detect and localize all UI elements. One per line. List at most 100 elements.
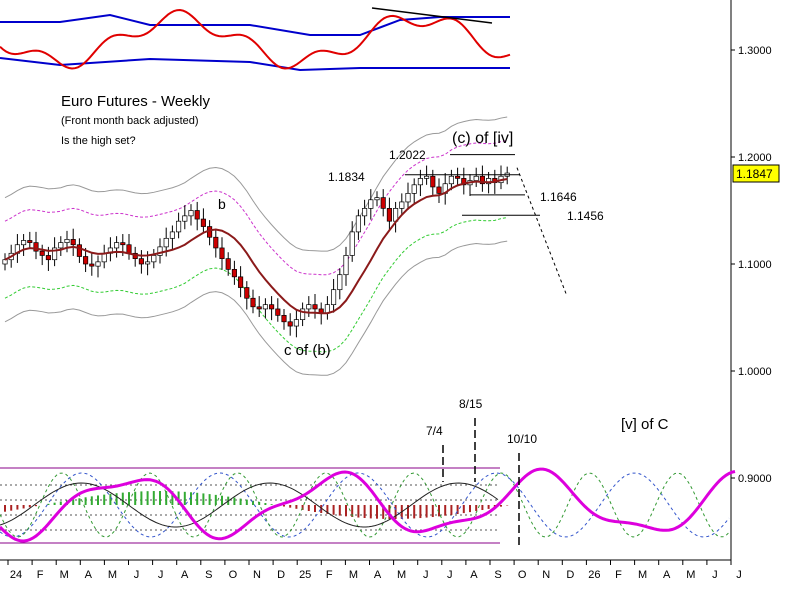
time-tick-label: A	[181, 569, 189, 581]
price-bands	[4, 116, 508, 376]
candle-body	[151, 255, 157, 263]
candle-body	[479, 175, 485, 185]
cycle-composite-line	[0, 467, 736, 543]
time-tick-label: 26	[588, 569, 600, 581]
candle-body	[368, 199, 374, 209]
time-tick-label: M	[349, 569, 358, 581]
candle-body	[219, 247, 225, 259]
time-tick-label: J	[712, 569, 718, 581]
price-level-lines: 1.2022 1.1834 1.1646 1.1456 b c of (b) (c) of …	[218, 130, 669, 433]
time-tick-label: J	[736, 569, 742, 581]
chart-subtitle: (Front month back adjusted)	[61, 115, 199, 127]
candle-body	[95, 261, 101, 267]
candle-body	[194, 210, 200, 220]
cycle-marker-label: 8/15	[459, 397, 483, 411]
time-axis-labels: 24 F M A M J J A S O N D 25 F M A M J J A S O N D 26 F M A M J J	[7, 560, 742, 581]
time-tick-label: M	[60, 569, 69, 581]
candle-body	[126, 244, 132, 254]
price-tick-label: 1.0000	[738, 366, 772, 378]
candle-body	[262, 304, 268, 310]
wave-label: [v] of C	[621, 416, 669, 433]
candle-body	[287, 321, 293, 327]
time-tick-label: S	[205, 569, 212, 581]
wave-label: b	[218, 196, 226, 212]
osc-lower-line	[0, 57, 510, 72]
candle-body	[424, 175, 430, 179]
ma-line	[4, 178, 508, 315]
candle-body	[138, 258, 144, 265]
candle-body	[89, 263, 95, 267]
time-tick-label: 24	[10, 569, 22, 581]
time-tick-label: D	[277, 569, 285, 581]
cycle-wave-blue	[0, 472, 730, 538]
time-tick-label: M	[686, 569, 695, 581]
projection-dashed-line	[516, 167, 568, 297]
candle-body	[486, 178, 492, 185]
moving-average-line	[4, 178, 508, 315]
candle-body	[306, 304, 312, 310]
cycle-marker-label: 7/4	[426, 424, 443, 438]
candle-body	[39, 250, 45, 256]
candle-body	[250, 297, 256, 308]
candle-body	[33, 242, 39, 252]
candle-body	[21, 240, 27, 246]
candle-body	[120, 242, 126, 246]
time-tick-label: O	[229, 569, 238, 581]
candle-body	[430, 175, 436, 188]
candle-body	[337, 274, 343, 291]
candle-body	[64, 239, 70, 243]
candle-body	[355, 215, 361, 233]
candle-body	[281, 315, 287, 323]
candle-body	[380, 197, 386, 209]
price-tick-label: 1.1000	[738, 259, 772, 271]
candle-body	[411, 184, 417, 194]
candle-body	[83, 256, 89, 265]
candle-body	[473, 175, 479, 181]
candle-body	[2, 259, 8, 265]
time-tick-label: J	[423, 569, 429, 581]
candle-body	[256, 306, 262, 310]
time-tick-label: F	[326, 569, 333, 581]
candle-body	[399, 201, 405, 209]
candle-body	[145, 261, 151, 265]
envelope-lower	[4, 240, 508, 376]
candle-body	[200, 218, 206, 227]
time-tick-label: N	[542, 569, 550, 581]
candle-body	[45, 255, 51, 261]
candle-body	[27, 240, 33, 243]
candle-body	[225, 258, 231, 270]
time-tick-label: D	[566, 569, 574, 581]
candle-body	[417, 178, 423, 186]
top-oscillator-panel	[0, 7, 511, 72]
candle-body	[163, 237, 169, 248]
wave-label: (c) of [iv]	[452, 130, 513, 147]
cycle-indicator-panel: 7/4 8/15 10/10	[0, 397, 736, 548]
wave-label: c of (b)	[284, 342, 331, 359]
candlestick-series	[2, 165, 510, 338]
candle-body	[238, 276, 244, 288]
candle-body	[448, 175, 454, 185]
candle-body	[231, 269, 237, 278]
last-price-badge	[732, 164, 780, 183]
osc-trendline	[371, 7, 493, 24]
time-tick-label: O	[518, 569, 527, 581]
time-tick-label: M	[397, 569, 406, 581]
candle-body	[182, 215, 188, 222]
time-tick-label: M	[638, 569, 647, 581]
time-tick-label: A	[470, 569, 478, 581]
cycle-wave-green	[0, 472, 730, 538]
price-axis-ticks: 1.0000 1.1000 1.2000 1.3000 0.9000	[731, 45, 772, 485]
candle-body	[343, 255, 349, 276]
time-tick-label: S	[494, 569, 501, 581]
cycle-marker-label: 10/10	[507, 432, 537, 446]
price-level-label: 1.1646	[540, 190, 577, 204]
time-tick-label: A	[85, 569, 93, 581]
candle-body	[362, 208, 368, 217]
candle-body	[114, 242, 120, 249]
candle-body	[213, 236, 219, 249]
candle-body	[76, 244, 82, 257]
candle-body	[461, 178, 467, 186]
time-tick-label: J	[158, 569, 164, 581]
candle-body	[188, 210, 194, 217]
